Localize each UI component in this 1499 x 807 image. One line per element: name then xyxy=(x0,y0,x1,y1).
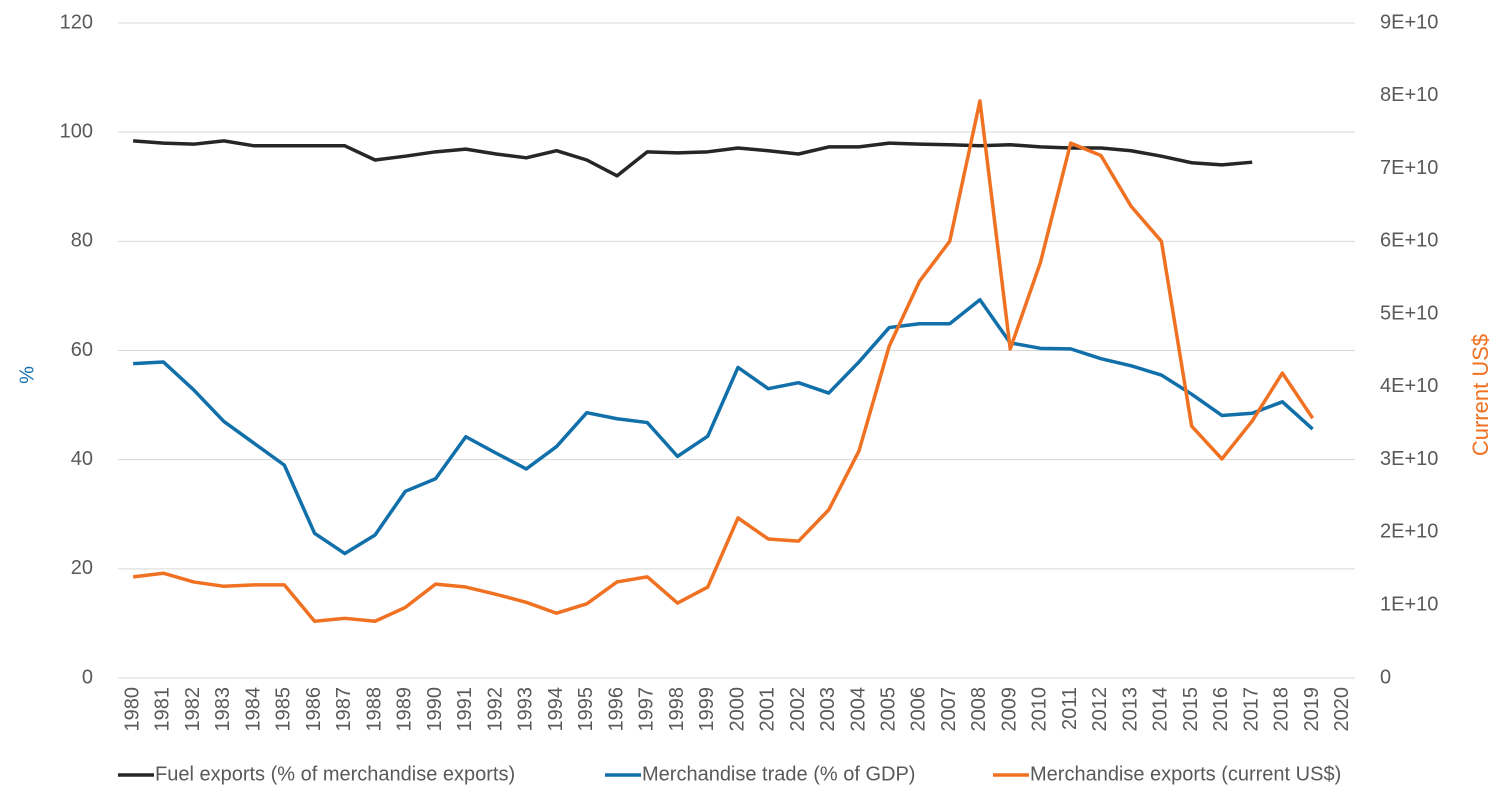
series-line xyxy=(132,99,1315,623)
x-tick-label: 1980 xyxy=(121,687,143,732)
y2-tick-label: 2E+10 xyxy=(1380,521,1438,543)
series-line xyxy=(132,139,1253,178)
y2-axis-label: Current US$ xyxy=(1468,334,1493,456)
x-tick-label: 1996 xyxy=(605,687,627,732)
x-tick-label: 1994 xyxy=(545,687,567,732)
y-tick-label: 0 xyxy=(82,666,93,688)
legend-label: Fuel exports (% of merchandise exports) xyxy=(155,763,515,785)
series-line xyxy=(133,297,1314,556)
x-tick-label: 2013 xyxy=(1119,687,1141,732)
x-tick-label: 1997 xyxy=(636,687,658,732)
y2-tick-label: 4E+10 xyxy=(1380,375,1438,397)
x-tick-label: 1991 xyxy=(454,687,476,732)
x-tick-label: 2010 xyxy=(1029,687,1051,732)
y2-tick-label: 7E+10 xyxy=(1380,157,1438,179)
x-tick-label: 2004 xyxy=(847,687,869,732)
x-tick-label: 1986 xyxy=(303,687,325,732)
x-tick-label: 2007 xyxy=(938,687,960,732)
x-tick-label: 1989 xyxy=(394,687,416,732)
y-tick-label: 20 xyxy=(71,557,93,579)
y2-tick-label: 0 xyxy=(1380,666,1391,688)
x-tick-label: 1995 xyxy=(575,687,597,732)
y2-tick-label: 8E+10 xyxy=(1380,84,1438,106)
x-tick-label: 2012 xyxy=(1089,687,1111,732)
x-tick-label: 1983 xyxy=(212,687,234,732)
x-tick-label: 2016 xyxy=(1210,687,1232,732)
x-tick-label: 1984 xyxy=(242,687,264,732)
x-tick-label: 1988 xyxy=(363,687,385,732)
y2-tick-label: 9E+10 xyxy=(1380,11,1438,33)
y-tick-label: 120 xyxy=(60,11,93,33)
y2-tick-label: 5E+10 xyxy=(1380,302,1438,324)
x-tick-label: 2015 xyxy=(1180,687,1202,732)
x-tick-label: 2005 xyxy=(878,687,900,732)
y-tick-label: 80 xyxy=(71,230,93,252)
x-tick-label: 2003 xyxy=(817,687,839,732)
x-tick-label: 2011 xyxy=(1059,687,1081,730)
x-tick-label: 2020 xyxy=(1331,687,1353,732)
x-tick-label: 2000 xyxy=(726,687,748,732)
y2-tick-label: 6E+10 xyxy=(1380,230,1438,252)
x-tick-label: 1998 xyxy=(666,687,688,732)
y-axis-label: % xyxy=(16,366,38,384)
x-tick-label: 1987 xyxy=(333,687,355,732)
x-tick-label: 2006 xyxy=(908,687,930,732)
x-tick-label: 2002 xyxy=(787,687,809,732)
x-tick-label: 1990 xyxy=(424,687,446,732)
y2-tick-label: 1E+10 xyxy=(1380,594,1438,616)
x-tick-label: 1981 xyxy=(152,687,174,732)
x-tick-label: 2019 xyxy=(1301,687,1323,732)
legend-label: Merchandise exports (current US$) xyxy=(1030,763,1341,785)
x-tick-label: 2018 xyxy=(1271,687,1293,732)
x-tick-label: 2009 xyxy=(998,687,1020,732)
x-tick-label: 2008 xyxy=(968,687,990,732)
x-tick-label: 1992 xyxy=(484,687,506,732)
y2-tick-label: 3E+10 xyxy=(1380,448,1438,470)
x-tick-label: 1985 xyxy=(273,687,295,732)
x-tick-label: 1999 xyxy=(696,687,718,732)
x-tick-label: 2017 xyxy=(1240,687,1262,732)
x-tick-label: 2014 xyxy=(1150,687,1172,732)
legend-label: Merchandise trade (% of GDP) xyxy=(642,763,915,785)
x-tick-label: 2001 xyxy=(757,687,779,732)
x-tick-label: 1982 xyxy=(182,687,204,732)
y-tick-label: 60 xyxy=(71,339,93,361)
y-tick-label: 100 xyxy=(60,120,93,142)
x-tick-label: 1993 xyxy=(515,687,537,732)
y-tick-label: 40 xyxy=(71,448,93,470)
